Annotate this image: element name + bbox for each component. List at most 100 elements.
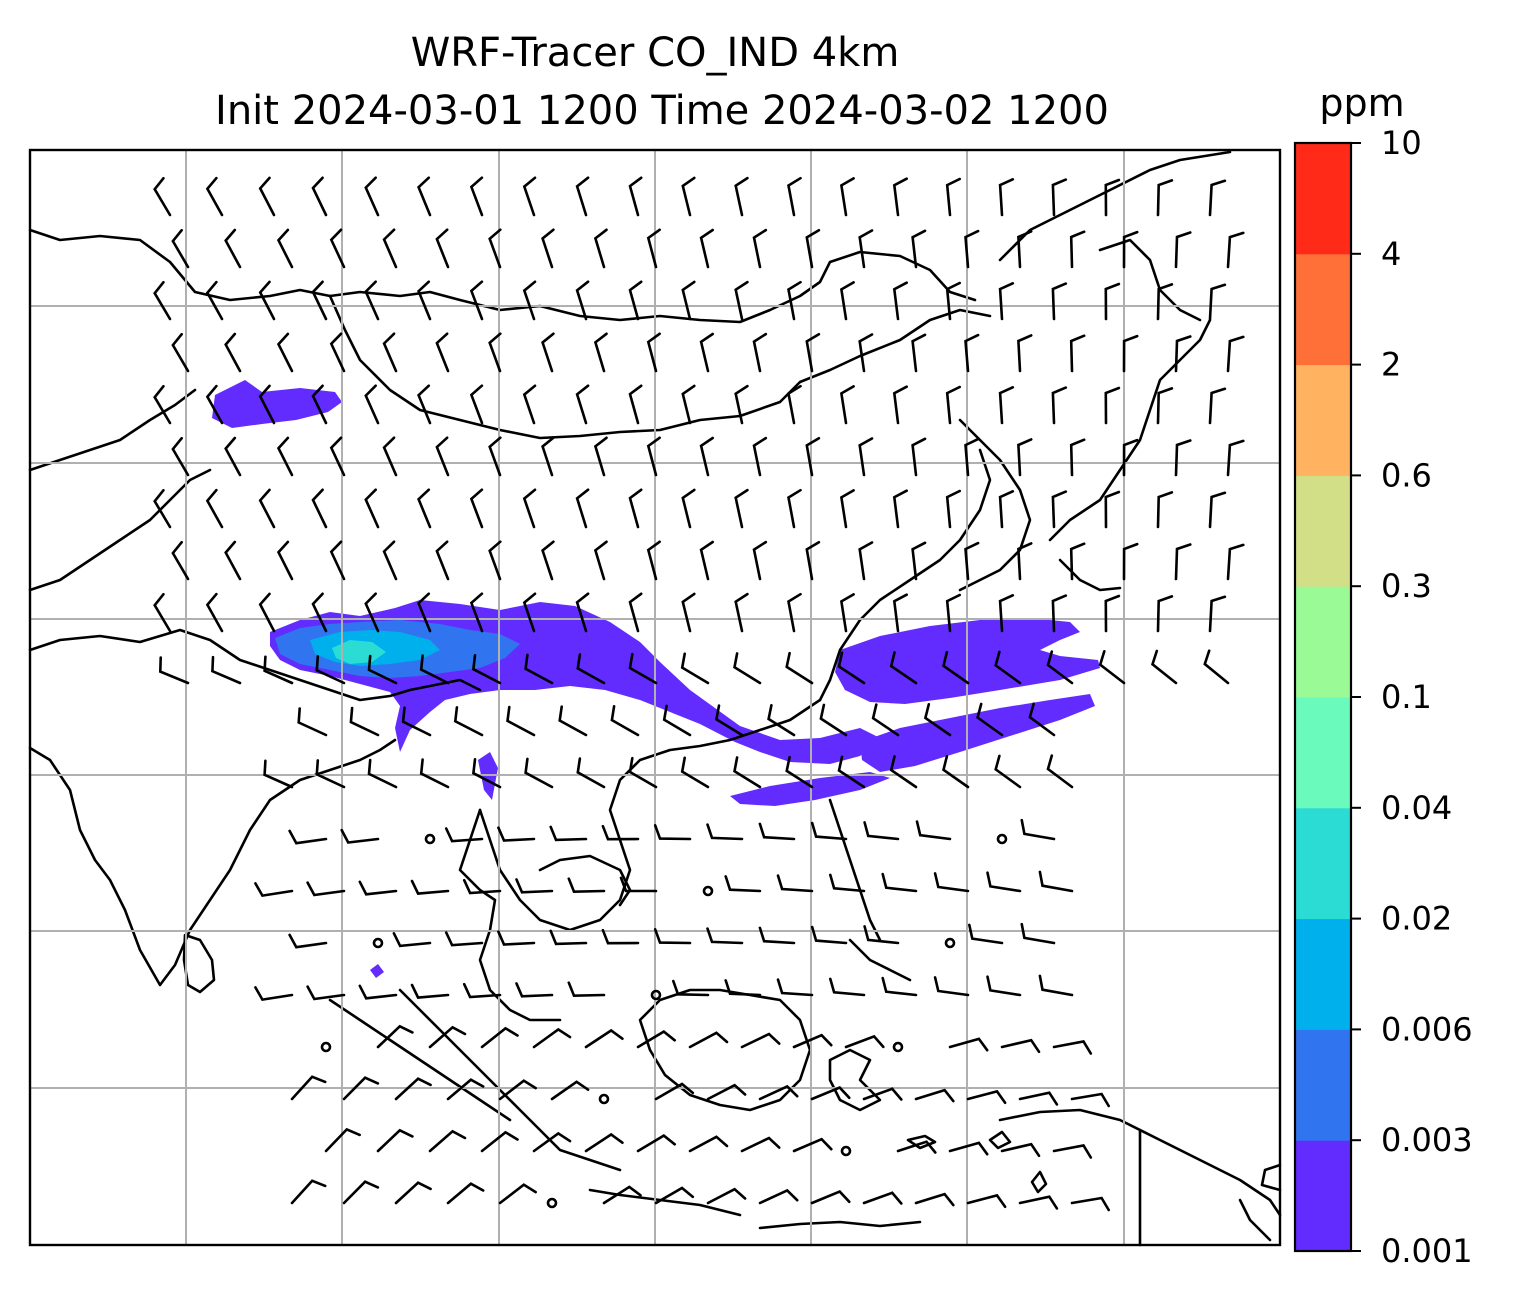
wind-barb (488, 332, 502, 373)
wind-barb (733, 652, 762, 685)
wind-barb (258, 592, 276, 633)
wind-barb (1122, 230, 1139, 269)
wind-barb (976, 702, 1004, 737)
wind-barb (628, 280, 643, 321)
wind-barb (752, 436, 768, 477)
wind-barb (628, 488, 643, 529)
wind-barb (646, 540, 661, 581)
wind-barb (506, 705, 536, 737)
wind-barb (1069, 438, 1086, 477)
wind-barb (662, 704, 692, 737)
wind-barb (446, 1182, 485, 1205)
wind-barb (986, 975, 1022, 997)
wind-barb (699, 540, 714, 581)
wind-barb (532, 1131, 572, 1153)
wind-barb (311, 488, 328, 529)
wind-barb (417, 384, 432, 425)
wind-barb (688, 1031, 729, 1049)
wind-barb (258, 280, 276, 321)
wind-barb (522, 384, 537, 425)
wind-barb (306, 881, 346, 897)
wind-barb (576, 757, 606, 789)
wind-barb (862, 1087, 903, 1101)
wind-barb (1098, 650, 1126, 685)
wind-barb (787, 176, 802, 217)
calm-wind-marker (840, 1145, 852, 1157)
colorbar-tick-label: 0.3 (1381, 567, 1432, 605)
wind-barb (593, 332, 608, 373)
wind-barb (1104, 594, 1121, 633)
wind-barb (575, 488, 590, 529)
wind-barb (654, 1186, 695, 1205)
wind-barb (171, 228, 190, 269)
wind-barb (469, 384, 484, 425)
wind-barb (699, 436, 714, 477)
wind-barb (541, 540, 555, 581)
wind-barb (297, 707, 328, 737)
colorbar-tick-label: 0.04 (1381, 789, 1452, 827)
wind-barb (837, 755, 866, 789)
wind-barb (998, 386, 1015, 425)
wind-barb (1208, 491, 1227, 529)
wind-barb (469, 488, 484, 529)
wind-barb (444, 827, 484, 843)
colorbar-band (1295, 586, 1351, 698)
wind-barb (522, 592, 537, 633)
colorbar-bands (1295, 143, 1351, 1252)
wind-barb (288, 829, 328, 845)
wind-barb (1208, 387, 1227, 425)
wind-barb (837, 651, 866, 685)
wind-barb (752, 228, 768, 269)
wind-barb (205, 384, 224, 425)
wind-barb (871, 703, 900, 737)
wind-barb (524, 653, 554, 685)
wind-barb (653, 824, 692, 841)
wind-barb (254, 882, 294, 898)
wind-barb (224, 436, 242, 477)
wind-barb (628, 176, 643, 217)
wind-barb (472, 654, 502, 685)
wind-barb (752, 540, 768, 581)
wind-barb (681, 592, 696, 633)
wind-barb (740, 1136, 781, 1153)
wind-barb (593, 228, 608, 269)
wind-barb (601, 824, 640, 841)
chart-title-line2: Init 2024-03-01 1200 Time 2024-03-02 120… (215, 88, 1109, 134)
wind-barb (636, 1030, 676, 1049)
wind-barb (153, 281, 172, 321)
wind-barb (1104, 386, 1121, 425)
wind-barb (541, 228, 555, 269)
wind-barb (311, 280, 328, 321)
wind-barb (419, 654, 450, 685)
wind-barb (469, 176, 484, 217)
wind-barb (945, 489, 961, 529)
calm-wind-marker (546, 1197, 558, 1209)
wind-barb (549, 825, 588, 842)
wind-barb (367, 654, 398, 685)
wind-barb (1069, 542, 1086, 581)
wind-barb (1156, 595, 1174, 633)
wind-barb (724, 875, 762, 893)
wind-barb (602, 1185, 642, 1205)
wind-barb (224, 540, 242, 581)
wind-barb (329, 228, 346, 269)
wind-barb (892, 593, 908, 633)
wind-barb (376, 1128, 414, 1153)
wind-barb (653, 928, 692, 945)
wind-barb (752, 332, 768, 373)
wind-barb (740, 1032, 781, 1049)
wind-barb (787, 280, 802, 321)
wind-barb (276, 332, 294, 373)
wind-barb (699, 332, 714, 373)
wind-barb (498, 1079, 537, 1101)
wind-barb (1020, 922, 1056, 945)
wind-barb (810, 821, 848, 841)
calm-wind-marker (598, 1093, 610, 1105)
wind-barb (435, 332, 450, 373)
wind-barb (1174, 335, 1192, 373)
colorbar-band (1295, 143, 1351, 255)
wind-barb (541, 332, 555, 373)
wind-barb (681, 280, 696, 321)
wind-barb (628, 756, 658, 789)
wind-barb (311, 176, 328, 217)
